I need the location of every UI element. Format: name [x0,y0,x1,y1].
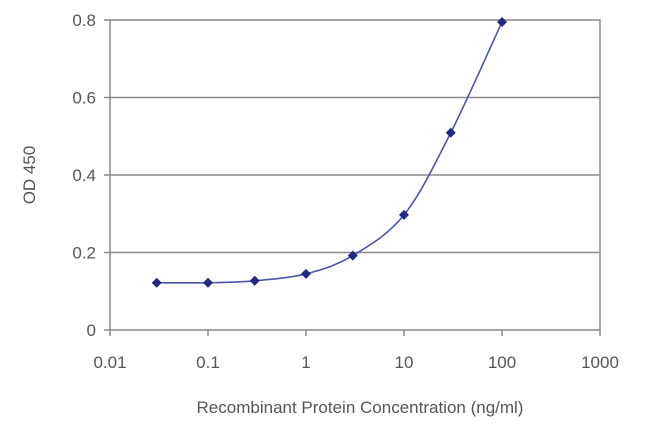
y-tick-label: 0.4 [72,166,96,185]
grid-lines [110,96,600,254]
y-tick-label: 0.2 [72,244,96,263]
y-tick-label: 0 [87,321,96,340]
series-layer [151,16,507,288]
x-axis-title: Recombinant Protein Concentration (ng/ml… [197,398,524,417]
x-tick-label: 0.01 [93,353,126,372]
x-tick-label: 10 [395,353,414,372]
y-tick-label: 0.8 [72,11,96,30]
x-tick-label: 1 [301,353,310,372]
x-axis-ticks: 0.01 0.1 1 10 100 1000 [93,330,619,372]
x-tick-label: 0.1 [196,353,220,372]
data-point [203,277,213,288]
series-line-0 [156,21,503,284]
y-axis-title: OD 450 [20,146,39,205]
y-tick-label: 0.6 [72,89,96,108]
data-point [445,127,456,138]
data-point [249,275,260,286]
data-point [151,277,162,288]
data-point [301,268,311,279]
data-point [497,16,507,27]
y-axis-ticks: 0 0.2 0.4 0.6 0.8 [72,11,110,340]
data-point [347,250,358,261]
x-tick-label: 1000 [581,353,619,372]
data-point [399,209,409,220]
x-tick-label: 100 [488,353,516,372]
